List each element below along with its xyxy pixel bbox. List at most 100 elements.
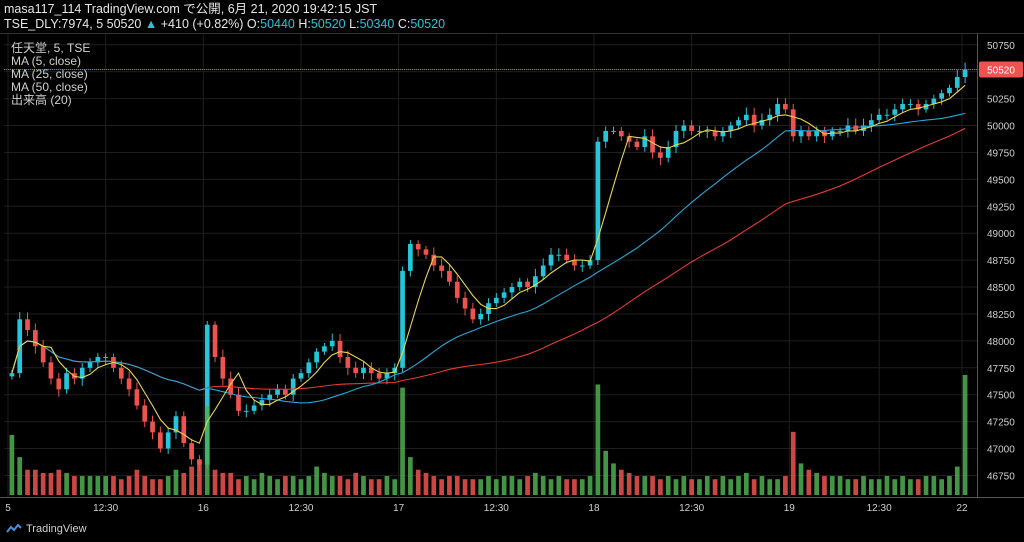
candle-body [290, 378, 296, 395]
candle-body [642, 136, 648, 148]
candle-body [954, 77, 960, 88]
legend-volume[interactable]: 出来高 (20) [11, 93, 72, 107]
x-tick-label: 12:30 [867, 503, 892, 514]
volume-bar [415, 469, 421, 495]
candle-body [165, 432, 171, 449]
candle-body [665, 147, 671, 158]
candle-body [704, 130, 710, 132]
candle-body [837, 130, 843, 132]
volume-bar [720, 476, 726, 495]
candle-body [478, 313, 484, 320]
volume-bar [158, 479, 163, 495]
candle-body [892, 109, 898, 115]
volume-bar [595, 384, 601, 495]
y-tick-label: 47500 [987, 391, 1015, 402]
legend-ma25[interactable]: MA (25, close) [11, 67, 88, 81]
y-tick-label: 49500 [987, 175, 1015, 186]
volume-bar [337, 476, 343, 495]
candle-body [33, 330, 38, 347]
candle-body [634, 141, 640, 148]
volume-bar [564, 479, 569, 495]
volume-bar [611, 463, 616, 495]
candle-body [712, 130, 718, 137]
y-tick-label: 49750 [987, 148, 1015, 159]
volume-bar [408, 457, 413, 495]
volume-bar [126, 476, 132, 495]
candle-body [95, 357, 101, 363]
candle-body [548, 254, 554, 266]
volume-bar [40, 472, 46, 495]
candle-body [931, 98, 937, 104]
volume-bar [400, 387, 405, 495]
change-arrow-icon: ▲ [144, 17, 158, 31]
volume-bar [454, 476, 460, 495]
change: +410 (+0.82%) [160, 17, 244, 31]
volume-bar [376, 479, 382, 495]
y-tick-label: 49250 [987, 202, 1015, 213]
volume-bar [306, 476, 312, 495]
volume-bar [275, 479, 280, 495]
volume-bar [251, 479, 257, 495]
candle-body [439, 265, 444, 271]
candle-body [283, 389, 288, 395]
candle-body [697, 130, 702, 132]
current-price-label: 50520 [987, 66, 1015, 77]
candle-body [579, 265, 585, 267]
candle-body [759, 120, 765, 126]
candle-body [908, 103, 913, 105]
candle-body [158, 432, 163, 449]
candle-body [353, 367, 359, 374]
candle-body [689, 125, 694, 131]
volume-bar [447, 476, 452, 495]
candle-body [814, 130, 819, 137]
candle-body [923, 103, 929, 110]
candle-body [962, 69, 968, 78]
candle-body [56, 378, 62, 390]
volume-bar [345, 479, 351, 495]
candle-body [525, 281, 530, 288]
volume-bar [486, 476, 491, 495]
close-value: 50520 [410, 17, 446, 31]
candle-body [618, 130, 624, 137]
candle-body [368, 367, 374, 374]
volume-bar [134, 469, 140, 495]
volume-bar [431, 476, 437, 495]
volume-bar [470, 479, 476, 495]
candle-body [587, 260, 593, 266]
volume-bar [868, 479, 874, 495]
tradingview-footer[interactable]: TradingView [6, 523, 87, 535]
ma5-line [11, 84, 966, 444]
legend-ma50[interactable]: MA (50, close) [11, 80, 88, 94]
legend-ma5[interactable]: MA (5, close) [11, 54, 82, 68]
publish-info: masa117_114 TradingView.com で公開, 6月 21, … [4, 2, 378, 16]
candle-body [400, 270, 405, 368]
volume-bar [853, 479, 859, 495]
price-axis [977, 34, 1024, 497]
candle-body [181, 416, 187, 444]
legend-symbol[interactable]: 任天堂, 5, TSE [11, 41, 91, 55]
volume-bar [923, 476, 929, 495]
candle-body [853, 125, 859, 131]
candle-body [87, 362, 93, 368]
volume-bar [775, 479, 780, 495]
volume-bar [861, 476, 866, 495]
volume-bar [728, 479, 734, 495]
volume-bar [212, 469, 218, 495]
candle-body [861, 125, 866, 131]
candle-body [9, 373, 15, 377]
candle-body [533, 276, 538, 288]
volume-bar [915, 479, 921, 495]
volume-bar [173, 469, 179, 495]
candle-body [783, 103, 788, 110]
x-tick-label: 17 [393, 503, 405, 514]
volume-bar [9, 435, 15, 495]
candle-body [603, 130, 609, 142]
candle-body [736, 120, 741, 126]
y-tick-label: 48000 [987, 337, 1015, 348]
current-price-tag [979, 61, 1023, 78]
candle-body [501, 292, 507, 298]
volume-bar [72, 476, 77, 495]
volume-bar [665, 476, 671, 495]
candle-body [103, 357, 109, 359]
